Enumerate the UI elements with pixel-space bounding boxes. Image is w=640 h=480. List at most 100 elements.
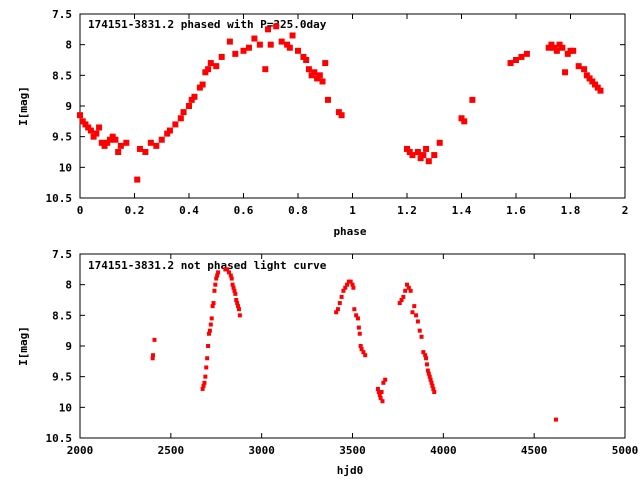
data-point	[213, 282, 218, 287]
x-tick-label: 2	[622, 204, 629, 217]
data-point	[106, 136, 113, 143]
data-point	[363, 353, 368, 358]
data-point	[335, 109, 342, 116]
data-point	[87, 127, 94, 134]
data-point	[405, 282, 409, 287]
data-point	[233, 291, 238, 296]
data-point	[337, 301, 342, 306]
data-point	[90, 133, 97, 140]
y-tick-label: 7.5	[52, 8, 72, 21]
data-point	[203, 374, 208, 379]
data-point	[166, 127, 173, 134]
data-point	[570, 47, 577, 54]
x-tick-label: 2500	[158, 444, 185, 457]
data-point	[267, 41, 274, 48]
data-point	[322, 60, 329, 67]
data-point	[204, 365, 209, 370]
x-tick-label: 0.4	[179, 204, 199, 217]
data-point	[208, 322, 213, 327]
x-tick-label: 0.8	[288, 204, 308, 217]
data-point	[431, 386, 436, 391]
x-tick-label: 3000	[248, 444, 275, 457]
data-point	[345, 282, 350, 287]
data-point	[553, 417, 558, 422]
data-point	[408, 288, 413, 293]
data-point	[186, 103, 192, 109]
data-point	[425, 158, 432, 165]
y-tick-label: 8.5	[52, 69, 72, 82]
data-point	[343, 285, 348, 290]
data-point	[553, 47, 560, 54]
data-point	[357, 331, 362, 336]
data-point	[289, 32, 296, 39]
data-point	[324, 96, 331, 103]
data-point	[142, 149, 149, 155]
data-point	[356, 325, 361, 330]
data-point	[319, 78, 326, 85]
x-tick-label: 3500	[339, 444, 366, 457]
data-point	[305, 66, 312, 73]
data-point	[592, 81, 599, 88]
x-axis-title: phase	[333, 225, 366, 238]
data-point	[85, 124, 92, 131]
data-point	[134, 176, 141, 183]
y-tick-label: 8.5	[52, 309, 72, 322]
data-point	[406, 149, 413, 155]
data-point	[423, 353, 428, 358]
data-point	[152, 337, 157, 342]
data-point	[410, 310, 415, 315]
y-axis-title: I[mag]	[17, 86, 30, 126]
data-point	[210, 304, 215, 309]
data-point	[209, 316, 214, 321]
data-point	[123, 139, 130, 146]
data-point	[256, 41, 263, 48]
data-point	[378, 396, 383, 401]
data-point	[300, 53, 307, 60]
data-point	[404, 145, 410, 152]
data-points	[150, 267, 558, 422]
data-point	[205, 66, 212, 73]
data-point	[273, 23, 280, 30]
data-point	[206, 344, 211, 348]
data-point	[575, 63, 582, 70]
data-point	[177, 115, 184, 122]
data-point	[414, 149, 421, 155]
data-point	[559, 44, 566, 51]
data-point	[98, 139, 105, 146]
data-point	[136, 145, 143, 152]
data-point	[406, 285, 411, 290]
y-tick-label: 10.5	[46, 432, 73, 445]
data-point	[212, 288, 217, 293]
data-point	[507, 60, 514, 67]
data-point	[381, 380, 386, 385]
data-point	[202, 380, 207, 385]
data-point	[551, 44, 558, 51]
data-point	[115, 149, 122, 155]
data-point	[354, 313, 359, 318]
y-tick-label: 9	[65, 340, 72, 353]
data-point	[284, 41, 291, 48]
x-tick-label: 1	[349, 204, 356, 217]
data-point	[458, 115, 465, 122]
data-point	[338, 112, 345, 119]
data-point	[415, 319, 420, 324]
data-point	[427, 374, 432, 379]
data-point	[316, 72, 323, 79]
x-tick-label: 4000	[430, 444, 457, 457]
y-axis: 7.5 8 8.5 9 9.5 10 10.5	[46, 8, 625, 205]
data-point	[262, 66, 269, 73]
data-point	[226, 270, 231, 275]
data-point	[419, 334, 424, 339]
data-point	[424, 362, 429, 367]
y-tick-label: 10	[59, 161, 72, 174]
y-tick-label: 10.5	[46, 192, 73, 205]
data-point	[215, 273, 220, 278]
data-point	[201, 383, 206, 388]
data-point	[348, 279, 353, 284]
x-axis: 2000 2500 3000 3500 4000 4500 5000	[67, 254, 638, 457]
data-point	[545, 44, 552, 51]
data-point	[428, 377, 433, 382]
data-point	[191, 93, 198, 100]
data-point	[548, 41, 555, 48]
data-point	[380, 399, 385, 404]
